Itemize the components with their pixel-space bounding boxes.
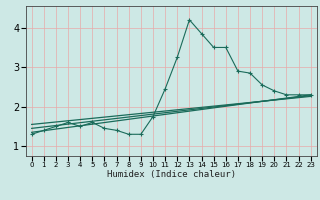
X-axis label: Humidex (Indice chaleur): Humidex (Indice chaleur)	[107, 170, 236, 179]
